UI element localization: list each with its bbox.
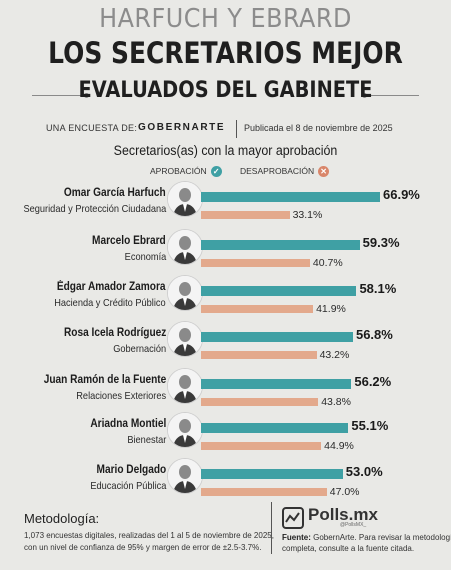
disapproval-bar — [201, 351, 317, 359]
avatar — [167, 412, 203, 448]
disapproval-bar — [201, 398, 319, 406]
chart-row: Édgar Amador Zamora Hacienda y Crédito Pú… — [0, 275, 451, 321]
approval-bar — [201, 240, 360, 250]
portrait-icon — [168, 369, 202, 403]
approval-bar — [201, 286, 357, 296]
polls-logo-tagline: @PollsMX_ — [340, 522, 367, 528]
disapproval-value-label: 33.1% — [292, 209, 323, 221]
avatar — [167, 275, 203, 311]
approval-value-label: 56.2% — [354, 374, 392, 389]
approval-bar — [201, 332, 353, 342]
tick-label-role: Hacienda y Crédito Público — [54, 297, 166, 309]
disapproval-bar — [201, 442, 322, 450]
avatar — [167, 229, 203, 265]
x-icon: ✕ — [318, 166, 330, 178]
polls-logo-icon — [282, 507, 304, 529]
disapproval-value-label: 40.7% — [312, 257, 343, 269]
source-line-1: Fuente: GobernArte. Para revisar la meto… — [282, 533, 451, 542]
tick-label-role: Bienestar — [126, 434, 166, 446]
tick-label-role: Economía — [124, 251, 166, 263]
portrait-icon — [168, 459, 202, 493]
disapproval-bar — [201, 488, 327, 496]
approval-bar — [201, 423, 349, 433]
disapproval-bar — [201, 211, 290, 219]
disapproval-value-label: 43.8% — [321, 396, 351, 408]
approval-value-label: 66.9% — [383, 187, 420, 202]
disapproval-value-label: 43.2% — [319, 349, 350, 361]
approval-bar — [201, 379, 352, 389]
methodology-heading: Metodología: — [24, 511, 100, 526]
tick-label-name: Mario Delgado — [96, 464, 166, 476]
avatar — [167, 368, 203, 404]
legend-approval: APROBACIÓN ✓ — [150, 166, 222, 180]
tick-label-name: Omar García Harfuch — [64, 187, 166, 199]
decorative-line-left — [32, 95, 84, 96]
legend-approval-label: APROBACIÓN — [150, 166, 207, 176]
portrait-icon — [168, 230, 202, 264]
headline-line-2: LOS SECRETARIOS MEJOR — [48, 36, 403, 70]
chart-row: Ariadna Montiel Bienestar 55.1% 44.9% — [0, 412, 451, 458]
tick-label-name: Ariadna Montiel — [90, 418, 166, 430]
chart-row: Juan Ramón de la Fuente Relaciones Exteri… — [0, 368, 451, 414]
disapproval-value-label: 41.9% — [316, 303, 346, 315]
headline-line-1: HARFUCH Y EBRARD — [99, 4, 352, 34]
chart-row: Rosa Icela Rodríguez Gobernación 56.8% 43.2… — [0, 321, 451, 367]
source-label: Fuente: — [282, 533, 311, 542]
tick-label-role: Educación Pública — [89, 480, 166, 492]
tick-label-role: Relaciones Exteriores — [76, 390, 166, 402]
publication-date: Publicada el 8 de noviembre de 2025 — [244, 123, 393, 133]
avatar — [167, 181, 203, 217]
headline-line-3: EVALUADOS DEL GABINETE — [78, 78, 373, 103]
survey-info: UNA ENCUESTA DE: GOBERNARTE Publicada el… — [0, 120, 451, 138]
survey-brand: GOBERNARTE — [138, 122, 226, 133]
tick-label-name: Édgar Amador Zamora — [57, 281, 166, 293]
tick-label-name: Rosa Icela Rodríguez — [63, 327, 166, 339]
approval-bar — [201, 469, 343, 479]
legend-disapproval: DESAPROBACIÓN ✕ — [240, 166, 330, 180]
tick-label-role: Seguridad y Protección Ciudadana — [23, 203, 166, 215]
approval-value-label: 55.1% — [351, 418, 389, 433]
decorative-dot-right — [362, 93, 367, 98]
methodology-line-1: 1,073 encuestas digitales, realizadas de… — [24, 531, 274, 540]
tick-label-role: Gobernación — [113, 343, 166, 355]
legend-disapproval-label: DESAPROBACIÓN — [240, 166, 315, 176]
tick-label-name: Juan Ramón de la Fuente — [43, 374, 166, 386]
source-line-2: completa, consulte a la fuente citada. — [282, 544, 415, 553]
approval-bar — [201, 192, 380, 202]
disapproval-bar — [201, 305, 314, 313]
portrait-icon — [168, 182, 202, 216]
disapproval-value-label: 44.9% — [324, 440, 354, 452]
portrait-icon — [168, 276, 202, 310]
methodology-line-2: con un nivel de confianza de 95% y marge… — [24, 543, 262, 552]
decorative-line-right — [367, 95, 419, 96]
polls-logo-name: Polls.mx — [308, 505, 378, 524]
chart-title: Secretarios(as) con la mayor aprobación — [113, 143, 338, 158]
approval-value-label: 56.8% — [355, 327, 393, 342]
tick-label-name: Marcelo Ebrard — [92, 235, 166, 247]
disapproval-bar — [201, 259, 310, 267]
decorative-dot-left — [84, 93, 89, 98]
survey-divider — [236, 120, 237, 138]
source-text: GobernArte. Para revisar la metodología — [310, 533, 451, 542]
chart-row: Mario Delgado Educación Pública 53.0% 47.0% — [0, 458, 451, 504]
survey-label: UNA ENCUESTA DE: — [46, 123, 138, 133]
approval-value-label: 58.1% — [359, 281, 397, 296]
approval-value-label: 59.3% — [362, 235, 400, 250]
avatar — [167, 321, 203, 357]
chart-row: Omar García Harfuch Seguridad y Protecció… — [0, 181, 451, 227]
footer-divider — [271, 502, 272, 554]
disapproval-value-label: 47.0% — [329, 486, 360, 498]
portrait-icon — [168, 322, 202, 356]
chart-row: Marcelo Ebrard Economía 59.3% 40.7% — [0, 229, 451, 275]
avatar — [167, 458, 203, 494]
approval-value-label: 53.0% — [345, 464, 383, 479]
portrait-icon — [168, 413, 202, 447]
check-icon: ✓ — [210, 166, 222, 178]
